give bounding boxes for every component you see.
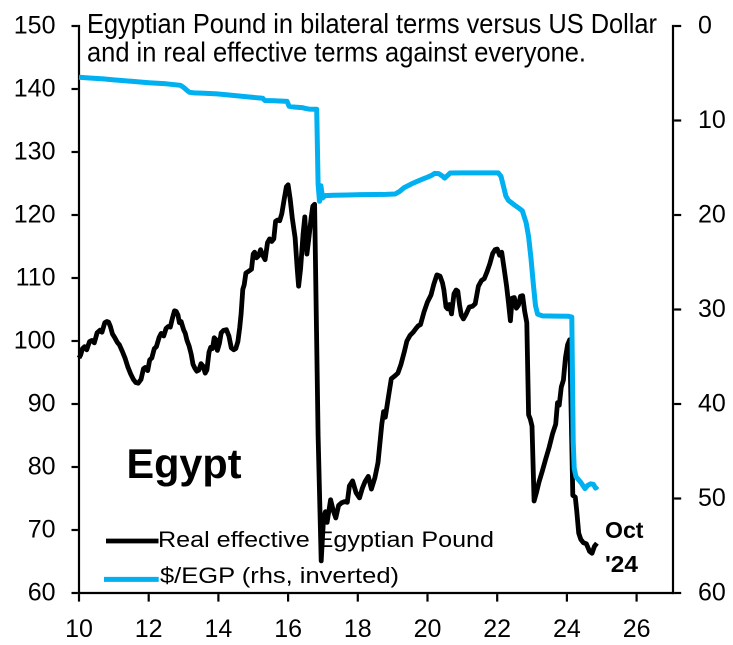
svg-text:14: 14 xyxy=(204,615,232,643)
svg-text:Oct: Oct xyxy=(605,517,644,543)
svg-text:30: 30 xyxy=(698,295,726,323)
svg-text:40: 40 xyxy=(698,390,726,418)
svg-text:150: 150 xyxy=(14,12,56,40)
svg-text:Egyptian Pound in bilateral te: Egyptian Pound in bilateral terms versus… xyxy=(87,8,657,39)
svg-text:110: 110 xyxy=(16,264,56,292)
svg-text:$/EGP (rhs, inverted): $/EGP (rhs, inverted) xyxy=(160,563,399,588)
svg-text:140: 140 xyxy=(14,75,56,103)
svg-text:20: 20 xyxy=(698,201,726,229)
svg-text:100: 100 xyxy=(14,327,56,355)
svg-text:22: 22 xyxy=(483,615,511,643)
svg-text:Real effective Egyptian Pound: Real effective Egyptian Pound xyxy=(158,527,494,552)
svg-text:60: 60 xyxy=(698,579,726,607)
svg-text:90: 90 xyxy=(28,390,56,418)
svg-text:60: 60 xyxy=(28,579,56,607)
svg-text:20: 20 xyxy=(414,615,442,643)
svg-text:80: 80 xyxy=(28,453,56,481)
svg-text:10: 10 xyxy=(65,615,93,643)
svg-text:and in real effective terms ag: and in real effective terms against ever… xyxy=(87,37,586,68)
svg-text:10: 10 xyxy=(698,106,726,134)
svg-text:'24: '24 xyxy=(605,551,638,577)
svg-text:Egypt: Egypt xyxy=(127,440,242,487)
svg-text:24: 24 xyxy=(553,615,581,643)
svg-text:16: 16 xyxy=(274,615,302,643)
svg-text:70: 70 xyxy=(28,516,56,544)
svg-text:50: 50 xyxy=(698,484,726,512)
svg-text:0: 0 xyxy=(698,12,712,40)
svg-text:12: 12 xyxy=(135,615,163,643)
svg-text:120: 120 xyxy=(14,201,56,229)
svg-text:130: 130 xyxy=(14,138,56,166)
svg-text:18: 18 xyxy=(344,615,372,643)
svg-text:26: 26 xyxy=(623,615,651,643)
